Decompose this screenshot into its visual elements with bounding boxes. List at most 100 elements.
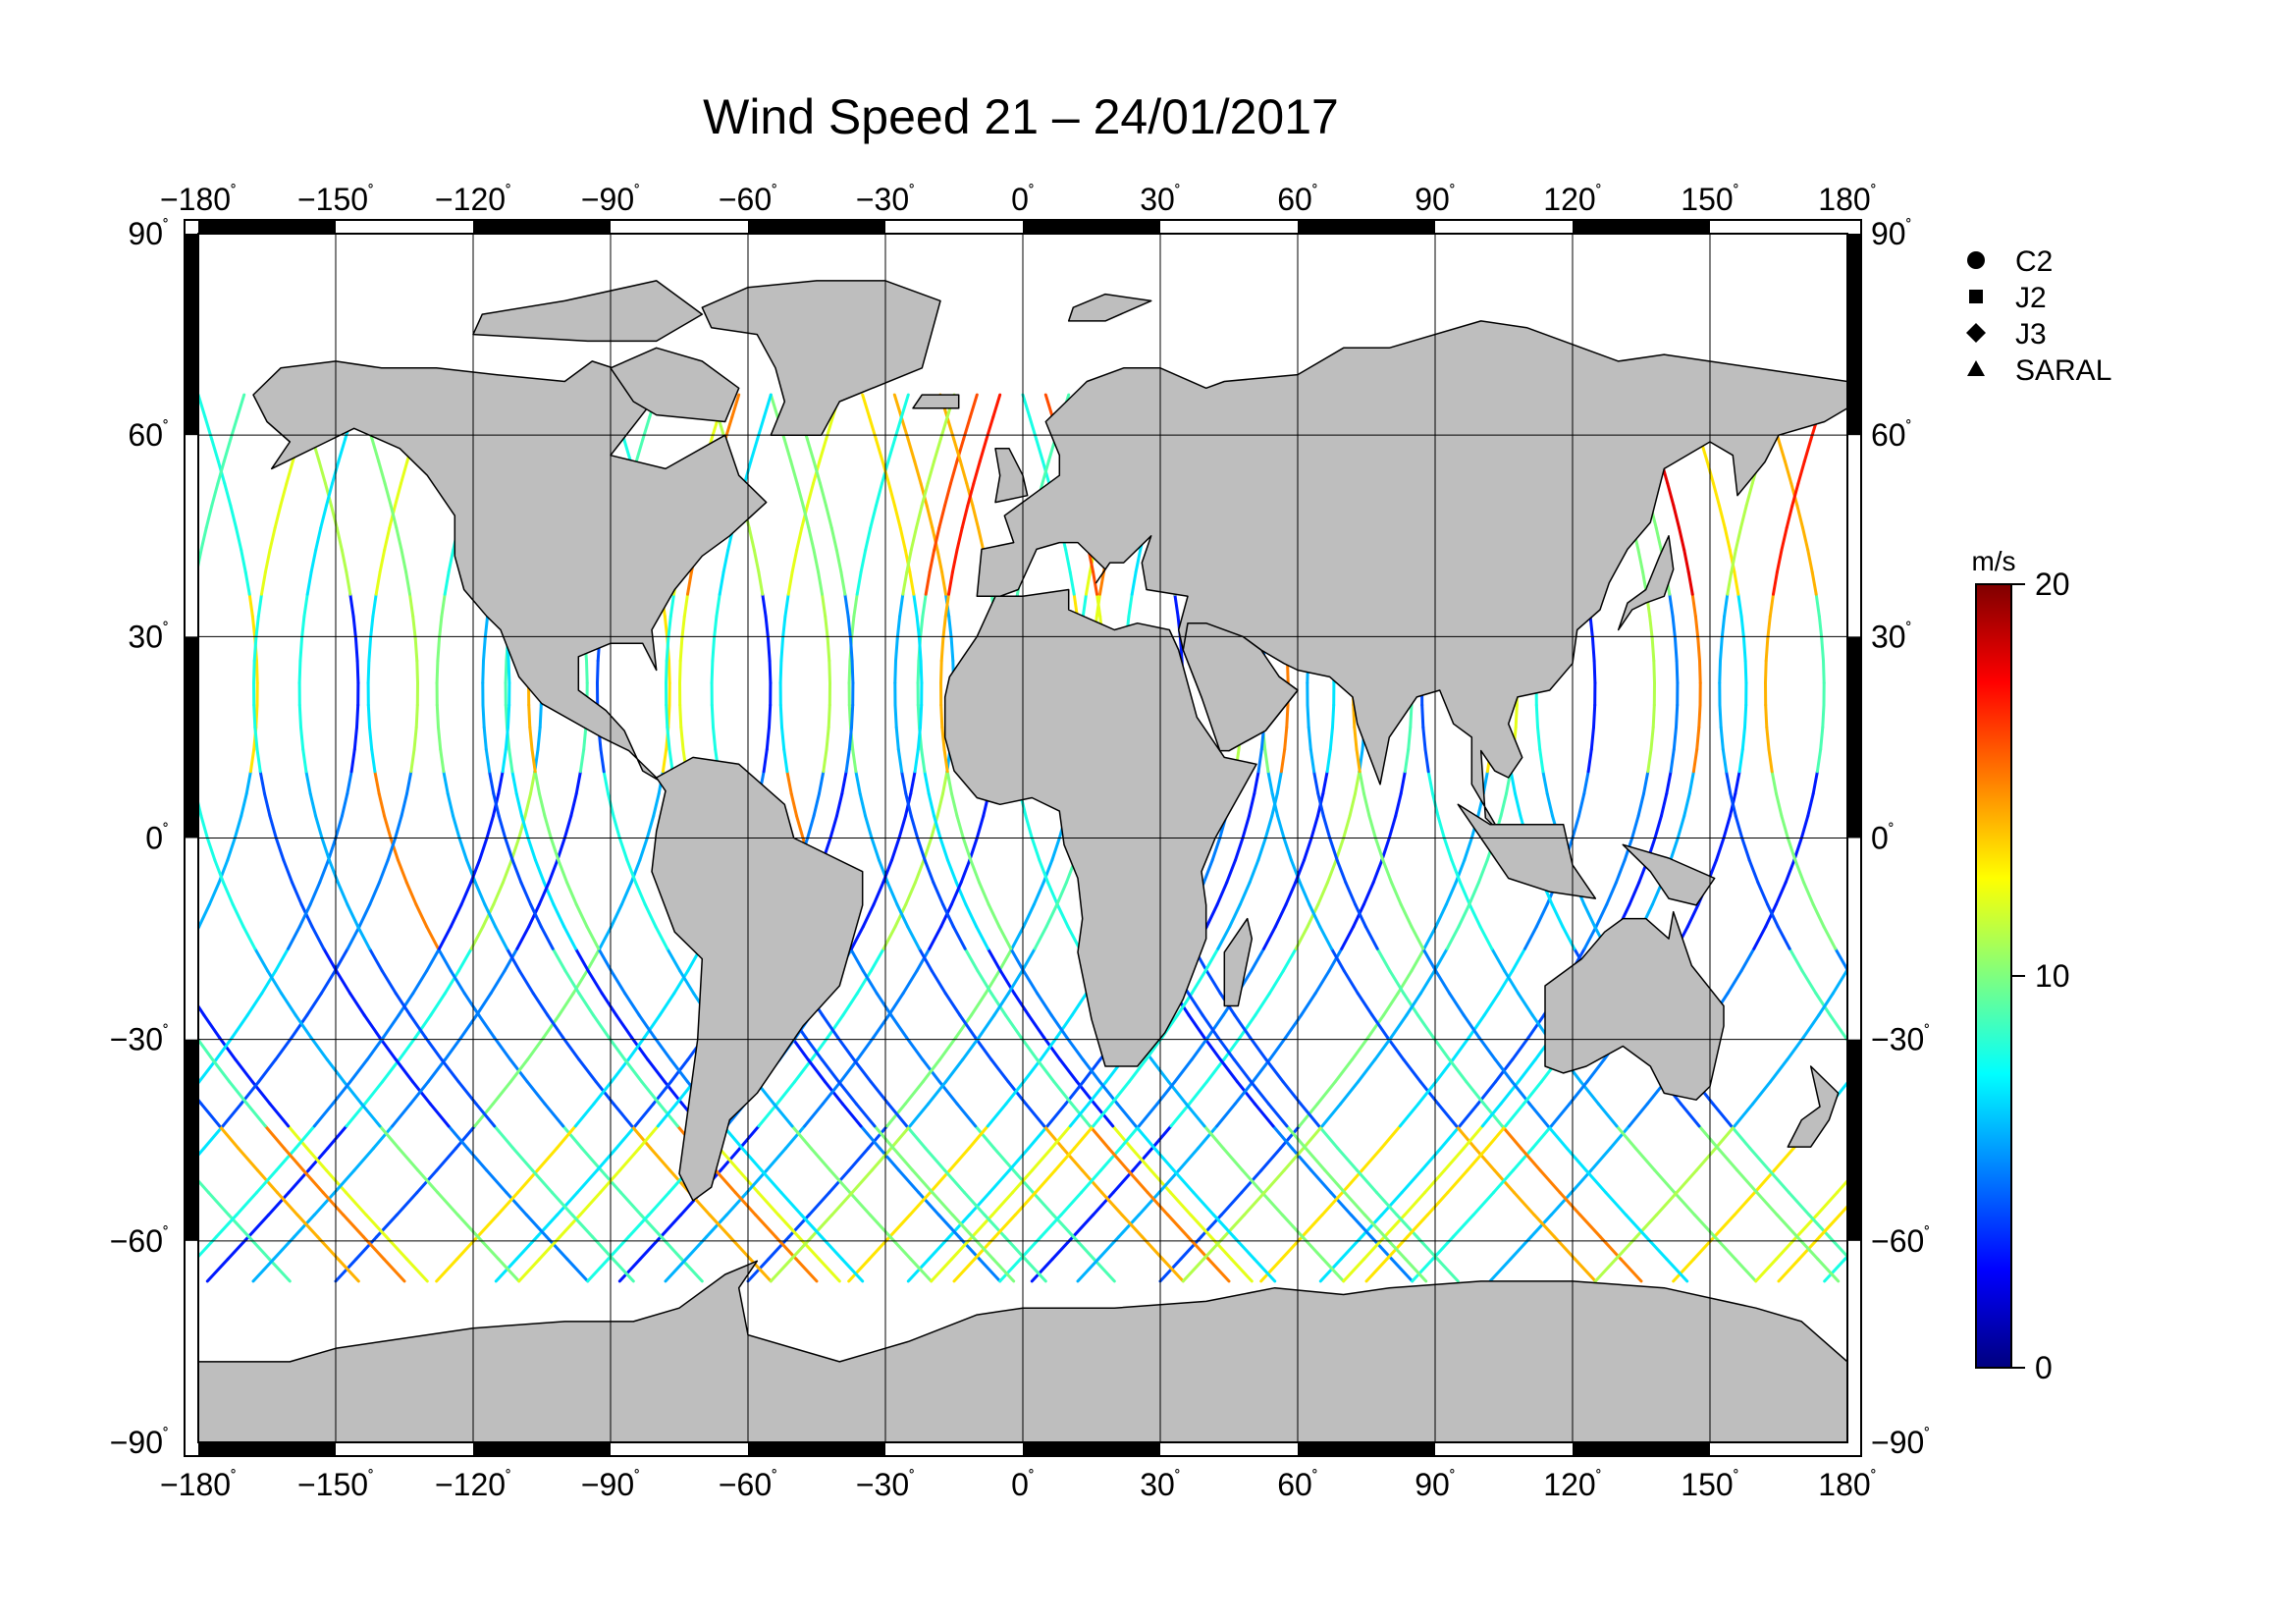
- track-segment: [1975, 483, 1981, 506]
- track-segment: [1173, 1057, 1194, 1084]
- track-segment: [1426, 770, 1434, 795]
- track-segment: [889, 1013, 908, 1040]
- track-segment: [110, 816, 117, 839]
- track-segment: [1358, 770, 1365, 795]
- track-segment: [783, 592, 790, 619]
- track-segment: [718, 570, 725, 596]
- track-segment: [705, 1213, 728, 1239]
- track-segment: [105, 550, 110, 572]
- track-segment: [237, 1147, 259, 1172]
- track-segment: [2110, 638, 2112, 661]
- track-segment: [1046, 881, 1059, 906]
- track-segment: [133, 1104, 151, 1126]
- track-segment: [950, 548, 959, 574]
- track-segment: [1343, 1191, 1366, 1217]
- track-segment: [1352, 703, 1357, 730]
- track-segment: [686, 570, 693, 596]
- track-segment: [198, 1003, 206, 1017]
- track-segment: [870, 1147, 893, 1172]
- track-segment: [1045, 1102, 1068, 1128]
- track-segment: [5, 661, 6, 683]
- track-segment: [1743, 703, 1748, 730]
- track-segment: [348, 1057, 369, 1084]
- track-segment: [1823, 1257, 1847, 1283]
- track-segment: [1462, 1013, 1481, 1040]
- track-segment: [1674, 636, 1679, 663]
- track-segment: [1400, 1168, 1423, 1195]
- track-segment: [154, 528, 159, 551]
- track-segment: [362, 1013, 382, 1040]
- track-segment: [848, 1191, 872, 1217]
- track-segment: [435, 703, 440, 730]
- track-segment: [1022, 902, 1036, 929]
- track-segment: [0, 594, 1, 617]
- track-segment: [977, 1013, 996, 1040]
- track-segment: [1399, 902, 1414, 929]
- track-segment: [0, 439, 2, 461]
- track-segment: [244, 770, 252, 795]
- track-segment: [1300, 1213, 1324, 1239]
- track-segment: [846, 615, 852, 640]
- track-segment: [413, 636, 419, 663]
- track-segment: [1342, 1257, 1366, 1283]
- track-segment: [1926, 1149, 1946, 1171]
- track-segment: [930, 969, 947, 995]
- track-segment: [435, 1257, 459, 1283]
- track-segment: [1117, 1213, 1141, 1239]
- track-segment: [939, 902, 953, 929]
- track-segment: [2102, 772, 2106, 794]
- track-segment: [1144, 1036, 1164, 1061]
- track-segment: [990, 1191, 1014, 1217]
- track-segment: [1021, 393, 1032, 419]
- track-segment: [263, 548, 272, 574]
- track-segment: [164, 948, 177, 971]
- track-segment: [1024, 1102, 1046, 1128]
- lon-tick-label-top: 0˚: [1011, 182, 1035, 217]
- track-segment: [199, 814, 209, 839]
- track-segment: [96, 617, 98, 639]
- track-segment: [1811, 770, 1819, 795]
- track-segment: [98, 1059, 115, 1082]
- track-segment: [2199, 506, 2205, 528]
- track-segment: [1549, 1102, 1572, 1128]
- track-segment: [1712, 481, 1721, 508]
- track-segment: [869, 947, 885, 973]
- track-segment: [1130, 1147, 1152, 1172]
- track-segment: [79, 971, 92, 994]
- track-segment: [2189, 1237, 2210, 1260]
- track-segment: [1241, 1168, 1264, 1195]
- track-segment: [1361, 1147, 1383, 1172]
- track-segment: [2178, 638, 2180, 661]
- track-segment: [1004, 1013, 1023, 1040]
- track-segment: [1421, 726, 1427, 751]
- track-segment: [892, 393, 903, 419]
- track-segment: [298, 636, 303, 663]
- track-segment: [1817, 615, 1824, 640]
- track-segment: [1776, 925, 1791, 950]
- track-segment: [1919, 617, 1922, 639]
- track-segment: [1264, 1057, 1285, 1084]
- track-segment: [2092, 528, 2097, 551]
- track-segment: [2221, 1215, 2242, 1237]
- track-segment: [765, 1147, 787, 1172]
- track-segment: [944, 1057, 965, 1084]
- track-segment: [256, 592, 263, 619]
- track-segment: [1642, 770, 1650, 795]
- track-segment: [1768, 1168, 1790, 1195]
- track-segment: [1302, 1124, 1324, 1150]
- lon-tick-label-top: 150˚: [1681, 182, 1738, 217]
- track-segment: [918, 636, 923, 663]
- track-segment: [531, 1168, 554, 1195]
- track-segment: [2076, 948, 2089, 971]
- lat-tick-label-right: 0˚: [1871, 821, 1895, 856]
- track-segment: [859, 548, 868, 574]
- track-segment: [847, 659, 852, 684]
- track-segment: [182, 1015, 197, 1038]
- track-segment: [2031, 395, 2038, 417]
- track-segment: [1511, 1036, 1530, 1061]
- frame-segment: [748, 1442, 885, 1456]
- track-segment: [951, 925, 967, 950]
- track-segment: [1672, 504, 1681, 529]
- track-segment: [2216, 439, 2223, 461]
- track-segment: [308, 791, 317, 818]
